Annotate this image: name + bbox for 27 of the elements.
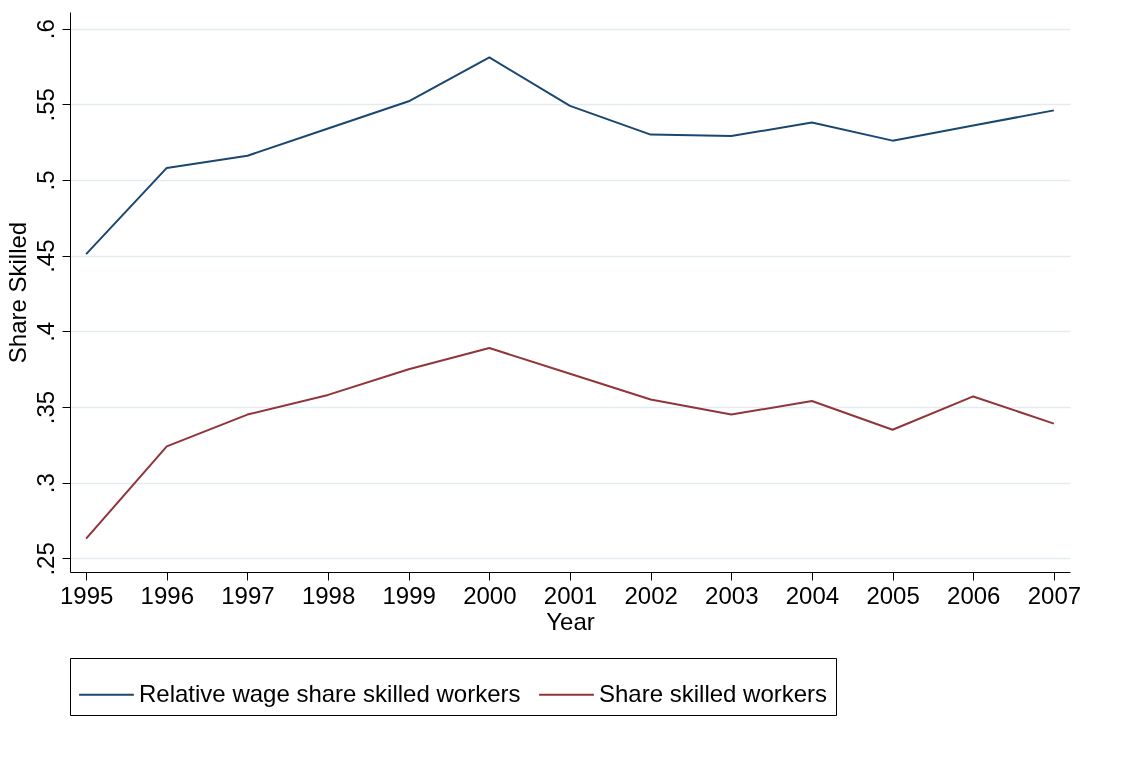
- x-tick-label: 2005: [866, 581, 920, 609]
- x-tick-label: 2002: [624, 581, 678, 609]
- x-tick-label: 2003: [705, 581, 759, 609]
- x-axis-title: Year: [546, 607, 595, 635]
- y-tick-label: .55: [31, 88, 59, 122]
- x-tick-label: 1998: [301, 581, 356, 609]
- x-tick-label: 2001: [543, 581, 598, 609]
- line-series: [85, 347, 1055, 540]
- y-axis-title: Share Skilled: [3, 221, 31, 364]
- y-tick-label: .5: [31, 170, 59, 191]
- legend-label: Relative wage share skilled workers: [139, 679, 521, 707]
- x-tick-label: 2004: [785, 581, 840, 609]
- y-tick-label: .3: [31, 473, 59, 494]
- x-tick-label: 2006: [947, 581, 1001, 609]
- y-tick-label: .4: [31, 321, 59, 342]
- x-tick-label: 2007: [1027, 581, 1082, 609]
- y-tick-label: .25: [31, 542, 59, 576]
- y-tick-label: .45: [31, 239, 59, 273]
- line-series: [85, 56, 1055, 256]
- y-tick-label: .35: [31, 390, 59, 425]
- x-tick-label: 1995: [59, 581, 114, 609]
- x-tick-label: 1997: [221, 581, 275, 609]
- y-tick-label: .6: [31, 19, 59, 40]
- x-tick-label: 1996: [140, 581, 194, 609]
- x-tick-label: 1999: [382, 581, 436, 609]
- x-tick-label: 2000: [463, 581, 517, 609]
- legend-label: Share skilled workers: [599, 679, 828, 707]
